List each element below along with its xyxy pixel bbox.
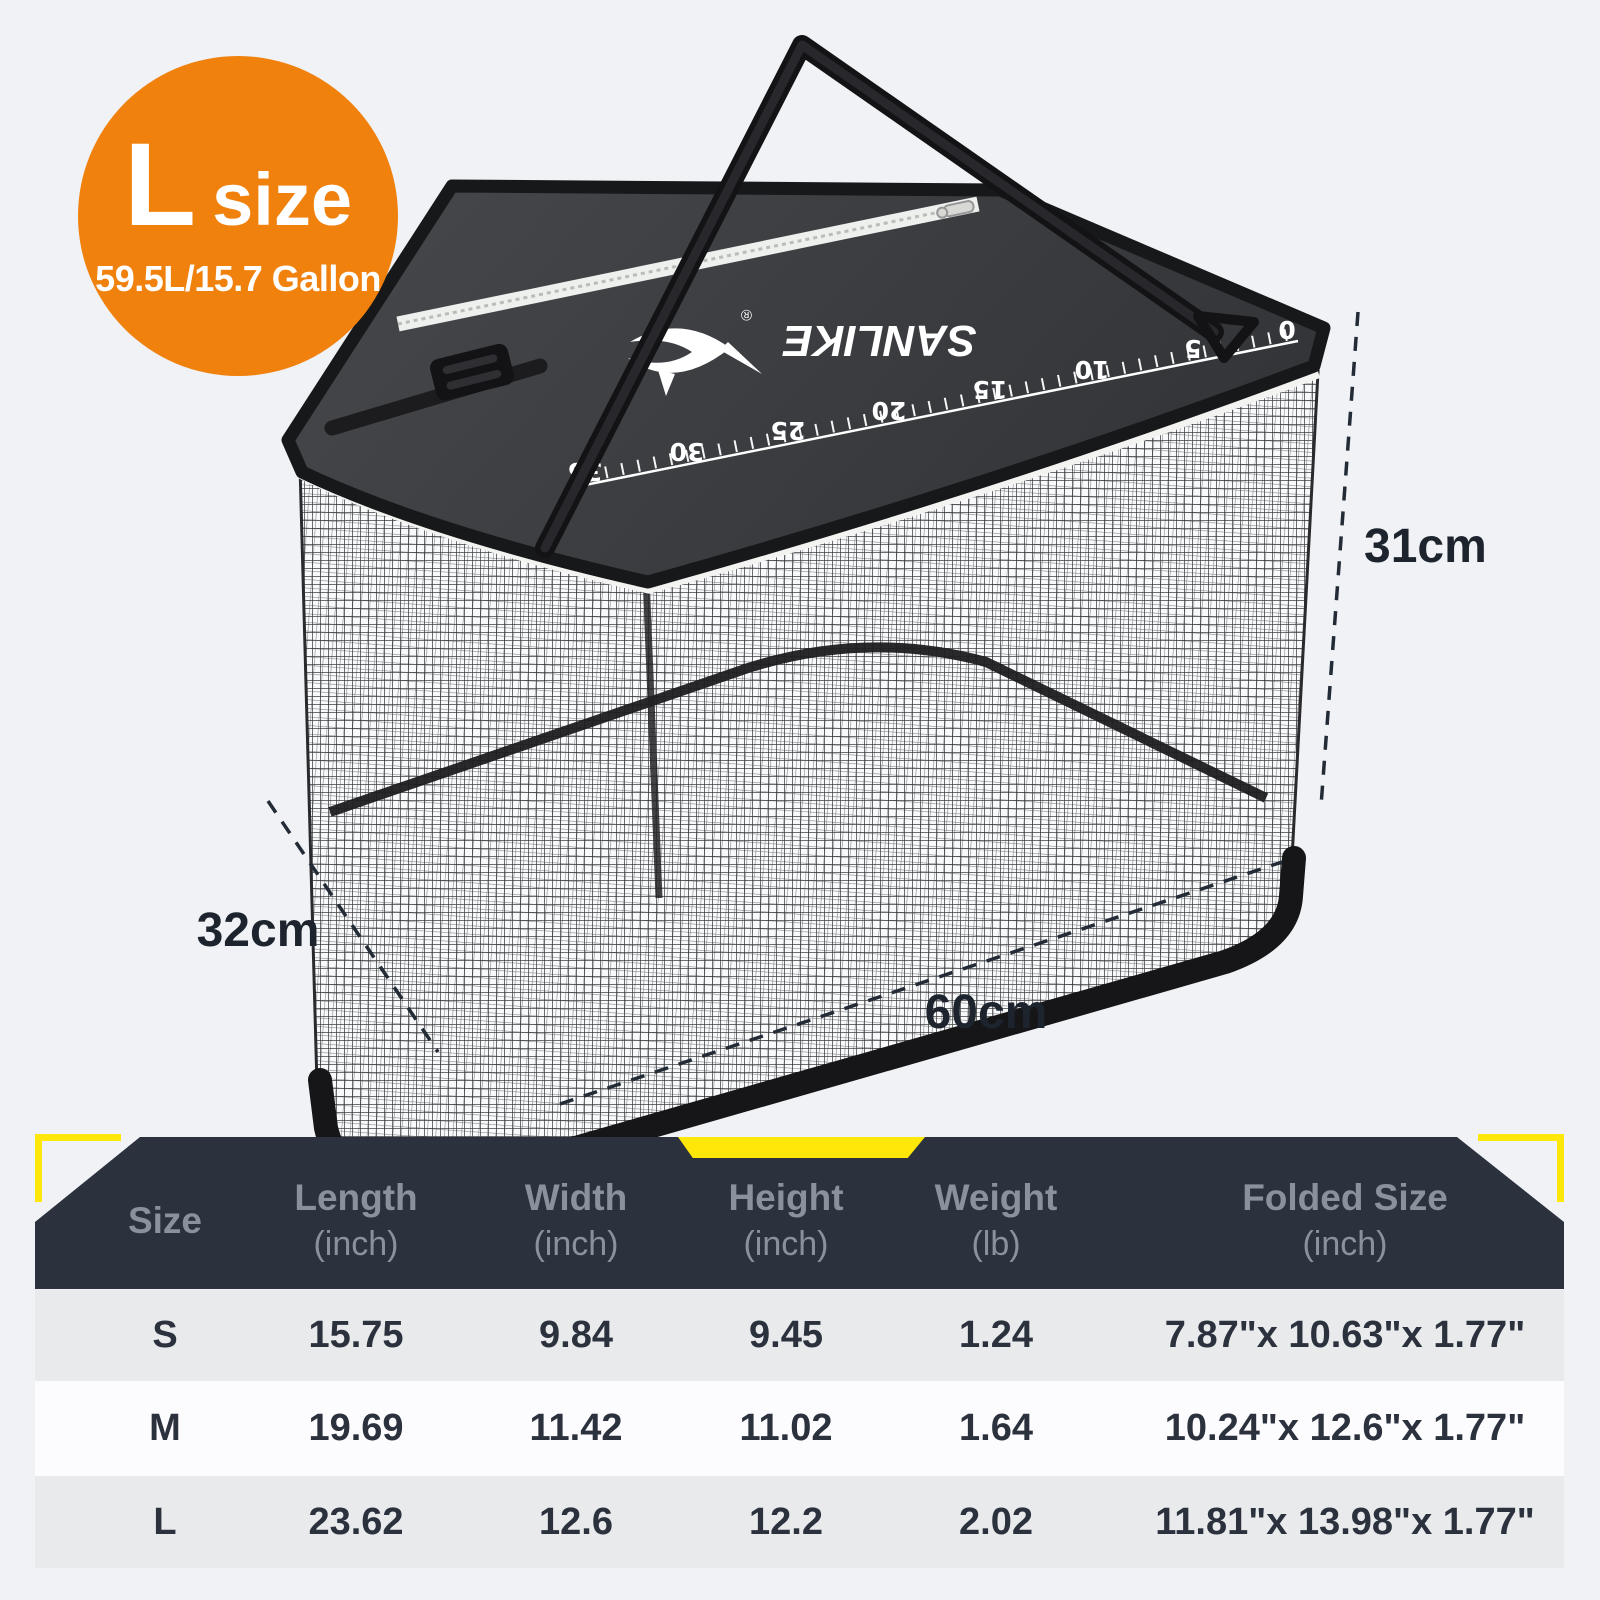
cell-weight: 1.64 <box>959 1407 1033 1449</box>
cell-folded-size: 7.87"x 10.63"x 1.77" <box>1164 1314 1526 1356</box>
cell-height: 11.02 <box>739 1407 833 1449</box>
column-header-width: Width (inch) <box>476 1154 676 1289</box>
ruler-number: 15 <box>973 375 1008 404</box>
cell-length: 19.69 <box>308 1407 404 1449</box>
cell-length: 15.75 <box>308 1314 404 1356</box>
corner-bracket-top-left <box>35 1134 42 1202</box>
depth-dimension-line <box>266 800 440 1053</box>
cell-size: S <box>152 1314 178 1356</box>
column-header-size: Size <box>85 1154 245 1289</box>
size-badge-title: L size <box>124 126 352 244</box>
mesh-body <box>298 369 1320 1208</box>
size-word: size <box>212 158 352 241</box>
corner-bracket-top-left <box>35 1134 121 1141</box>
column-header-height: Height (inch) <box>686 1154 886 1289</box>
size-spec-table: Size Length (inch) Width (inch) Height (… <box>35 1134 1564 1570</box>
cell-weight: 1.24 <box>959 1314 1033 1356</box>
column-label: Folded Size <box>1242 1177 1448 1219</box>
inner-bottom-edge <box>328 642 1269 817</box>
length-dimension-label: 60cm <box>925 986 1048 1039</box>
table-row-s: S 15.75 9.84 9.45 1.24 7.87"x 10.63"x 1.… <box>35 1290 1564 1381</box>
strap-handle <box>324 35 1259 558</box>
column-header-folded-size: Folded Size (inch) <box>1125 1154 1565 1289</box>
table-header <box>35 1137 1564 1289</box>
ruler-number: 20 <box>872 396 907 425</box>
ruler-number: 10 <box>1075 355 1110 384</box>
dimension-annotations: 31cm 32cm 60cm <box>197 311 1487 1106</box>
cell-folded-size: 10.24"x 12.6"x 1.77" <box>1164 1407 1526 1449</box>
ruler-number: 0 <box>1278 315 1295 344</box>
ruler-number: 5 <box>1184 334 1201 363</box>
height-dimension-label: 31cm <box>1364 520 1487 573</box>
column-header-weight: Weight (lb) <box>896 1154 1096 1289</box>
column-label: Width <box>524 1177 628 1219</box>
column-label: Height <box>728 1177 844 1219</box>
corner-seam <box>642 575 663 899</box>
column-header-length: Length (inch) <box>256 1154 456 1289</box>
ruler-number: 25 <box>771 416 806 445</box>
cell-size: L <box>153 1500 177 1543</box>
column-unit: (inch) <box>313 1224 399 1263</box>
strap-buckle <box>430 343 514 401</box>
height-column-highlight-tab <box>678 1137 925 1158</box>
column-unit: (inch) <box>533 1224 619 1263</box>
length-dimension-line <box>559 860 1283 1106</box>
corner-bracket-top-right <box>1557 1134 1564 1202</box>
brand-name: SANLIKE <box>782 316 977 365</box>
cell-folded-size: 11.81"x 13.98"x 1.77" <box>1155 1500 1535 1543</box>
cell-width: 12.6 <box>539 1500 613 1543</box>
column-unit: (inch) <box>743 1224 829 1263</box>
d-ring <box>1193 311 1259 363</box>
registered-mark: ® <box>741 306 752 323</box>
column-unit: (inch) <box>1302 1224 1388 1263</box>
cell-size: M <box>149 1407 181 1449</box>
corner-bracket-top-right <box>1478 1134 1564 1141</box>
cell-width: 11.42 <box>529 1407 623 1449</box>
cell-weight: 2.02 <box>959 1500 1033 1543</box>
height-dimension-line <box>1319 311 1360 807</box>
table-row-m: M 19.69 11.42 11.02 1.64 10.24"x 12.6"x … <box>35 1381 1564 1476</box>
table-row-l: L 23.62 12.6 12.2 2.02 11.81"x 13.98"x 1… <box>35 1476 1564 1568</box>
cell-height: 12.2 <box>749 1500 823 1543</box>
column-unit: (lb) <box>971 1224 1021 1263</box>
cell-length: 23.62 <box>308 1500 404 1543</box>
cell-width: 9.84 <box>539 1314 613 1356</box>
ruler-number: 30 <box>670 437 705 466</box>
column-label: Length <box>294 1177 418 1219</box>
capacity-text: 59.5L/15.7 Gallon <box>95 258 381 299</box>
column-label: Weight <box>934 1177 1058 1219</box>
zipper-pull-icon <box>936 200 975 219</box>
size-letter: L <box>124 119 197 251</box>
column-label: Size <box>127 1200 203 1242</box>
depth-dimension-label: 32cm <box>197 904 320 957</box>
cell-height: 9.45 <box>749 1314 823 1356</box>
size-badge: L size 59.5L/15.7 Gallon <box>78 56 398 376</box>
